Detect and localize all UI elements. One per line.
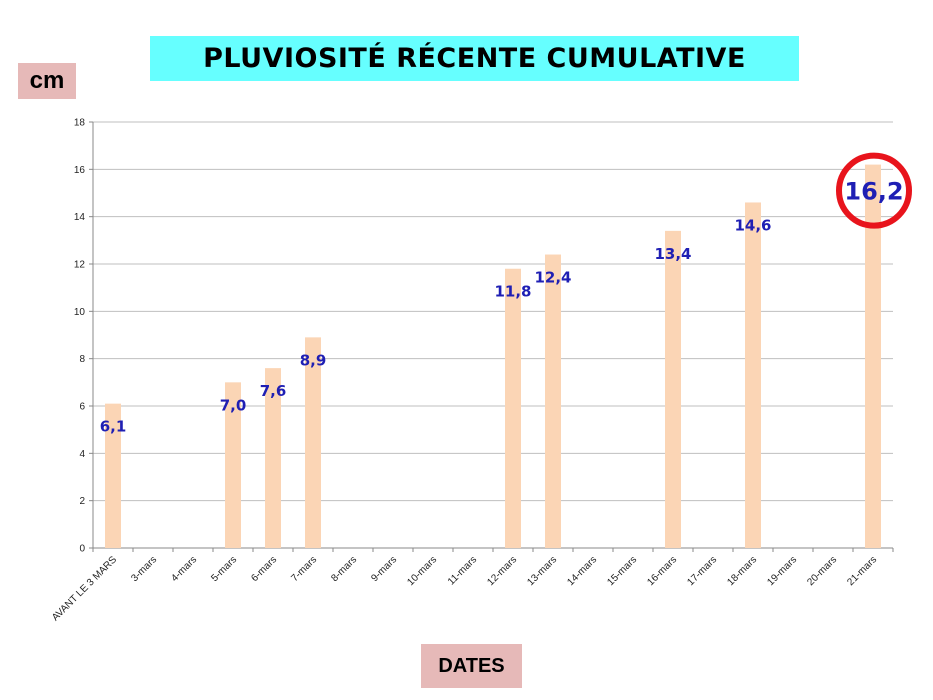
x-tick-label: 3-mars [129, 554, 159, 584]
x-tick-label: 6-mars [249, 554, 279, 584]
x-tick-label: 20-mars [805, 554, 839, 588]
x-tick-label: 12-mars [485, 554, 519, 588]
x-tick-label: 7-mars [289, 554, 319, 584]
y-axis-label: cm [18, 63, 76, 99]
y-tick-label: 12 [74, 260, 86, 271]
x-tick-label: 17-mars [685, 554, 719, 588]
bar [745, 202, 761, 548]
x-tick-label: 19-mars [765, 554, 799, 588]
y-tick-label: 6 [79, 402, 85, 413]
x-tick-label: 9-mars [369, 554, 399, 584]
x-tick-label: 16-mars [645, 554, 679, 588]
highlight-circle [836, 152, 912, 229]
data-label: 7,6 [260, 382, 287, 400]
bar [865, 164, 881, 548]
y-tick-label: 10 [74, 307, 86, 318]
data-label: 16,2 [844, 178, 903, 206]
x-tick-label: AVANT LE 3 MARS [50, 554, 119, 623]
x-tick-label: 18-mars [725, 554, 759, 588]
y-tick-label: 2 [79, 496, 85, 507]
data-label: 11,8 [494, 283, 531, 301]
data-label: 7,0 [220, 396, 247, 414]
y-tick-label: 0 [79, 544, 85, 555]
y-tick-label: 16 [74, 165, 86, 176]
x-tick-label: 10-mars [405, 554, 439, 588]
y-tick-label: 8 [79, 354, 85, 365]
bar [665, 230, 681, 548]
chart-title: PLUVIOSITÉ RÉCENTE CUMULATIVE [150, 36, 799, 81]
y-tick-label: 14 [74, 212, 86, 223]
data-label: 13,4 [654, 245, 691, 263]
x-tick-label: 11-mars [446, 554, 479, 587]
x-tick-label: 4-mars [169, 554, 199, 584]
x-tick-label: 5-mars [209, 554, 239, 584]
x-tick-label: 8-mars [329, 554, 359, 584]
bar [505, 268, 521, 548]
data-label: 6,1 [100, 418, 127, 436]
y-tick-label: 18 [74, 118, 86, 129]
bar [265, 368, 281, 548]
x-tick-label: 21-mars [845, 554, 879, 588]
data-label: 14,6 [734, 216, 771, 234]
x-tick-label: 15-mars [605, 554, 639, 588]
y-tick-label: 4 [79, 449, 85, 460]
x-axis-label: DATES [421, 644, 522, 688]
bar [105, 403, 121, 548]
data-label: 12,4 [534, 269, 571, 287]
x-tick-label: 14-mars [565, 554, 599, 588]
data-label: 8,9 [300, 351, 327, 369]
bar [545, 254, 561, 549]
bar [305, 337, 321, 548]
x-tick-label: 13-mars [525, 554, 559, 588]
bar [225, 382, 241, 548]
